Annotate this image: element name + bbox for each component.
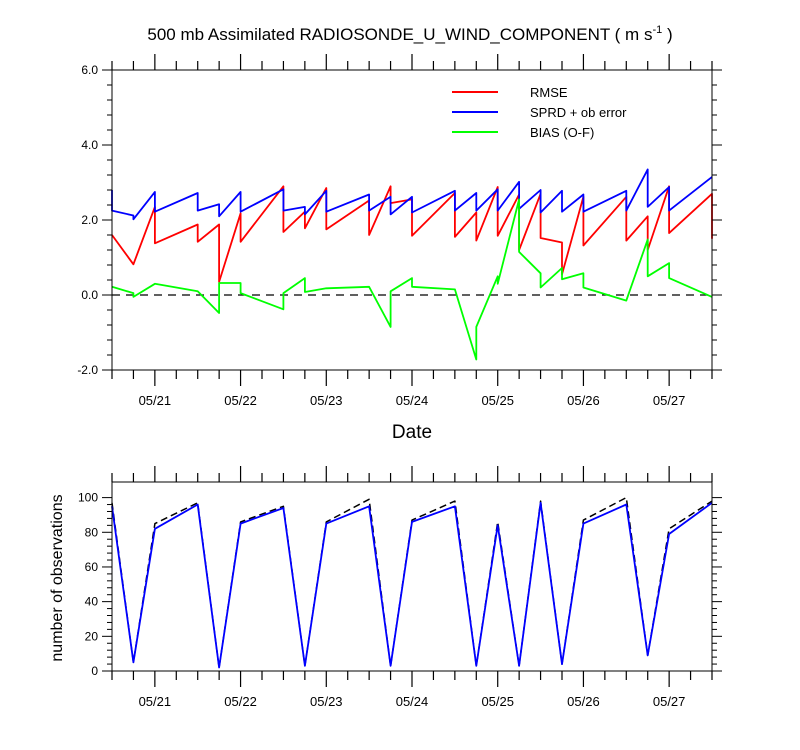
top-date-label: 05/27 [653,393,686,408]
bottom-series-observations [111,501,713,669]
top-date-label: 05/21 [139,393,172,408]
bottom-date-label: 05/27 [653,694,686,709]
bottom-date-label: 05/22 [224,694,257,709]
bottom-ytick-label: 40 [85,595,99,609]
bottom-panel: 0 20 40 60 80 100 05/21 05/22 05/23 05/24 05/25 05/… [78,466,722,709]
top-ytick-label: 2.0 [81,213,98,227]
chart-title: 500 mb Assimilated RADIOSONDE_U_WIND_COM… [147,24,672,44]
bottom-date-label: 05/23 [310,694,343,709]
bottom-series-observations-dashed [111,496,713,669]
bottom-ytick-label: 80 [85,525,99,539]
top-date-label: 05/26 [567,393,600,408]
y-axis-title-observations: number of observations [49,494,66,661]
top-series-bias-o-f [111,198,713,361]
bottom-date-label: 05/26 [567,694,600,709]
chart-title-exponent: -1 [652,24,662,36]
top-date-label: 05/24 [396,393,429,408]
bottom-ytick-label: 0 [91,664,98,678]
top-axes-group: -2.0 0.0 2.0 4.0 6.0 05/21 05/22 05/23 05/24 05/2… [77,54,722,408]
bottom-date-label: 05/24 [396,694,429,709]
x-axis-title: Date [392,422,432,443]
top-ytick-label: -2.0 [77,363,98,377]
legend-label-bias: BIAS (O-F) [530,125,594,140]
top-date-label: 05/23 [310,393,343,408]
legend-label-rmse: RMSE [530,85,568,100]
legend-label-sprd: SPRD + ob error [530,105,627,120]
top-ytick-label: 6.0 [81,63,98,77]
bottom-series-group [111,496,713,669]
top-date-label: 05/22 [224,393,257,408]
top-series-group [111,168,713,361]
chart-title-main: 500 mb Assimilated RADIOSONDE_U_WIND_COM… [147,25,652,44]
bottom-date-label: 05/25 [481,694,514,709]
bottom-date-label: 05/21 [139,694,172,709]
bottom-ytick-label: 100 [78,491,98,505]
bottom-plot-frame [111,481,713,672]
chart-title-tail: ) [662,25,672,44]
bottom-ytick-label: 20 [85,629,99,643]
top-date-label: 05/25 [481,393,514,408]
top-series-rmse [111,185,713,283]
top-ytick-label: 0.0 [81,288,98,302]
top-plot-frame [111,69,713,371]
legend: RMSE SPRD + ob error BIAS (O-F) [452,85,627,140]
top-ytick-label: 4.0 [81,138,98,152]
bottom-ytick-label: 60 [85,560,99,574]
top-panel: -2.0 0.0 2.0 4.0 6.0 05/21 05/22 05/23 05/24 05/2… [77,54,722,408]
bottom-axes-group: 0 20 40 60 80 100 05/21 05/22 05/23 05/24 05/25 05/… [78,466,722,709]
top-series-sprd-ob-error [111,168,713,221]
